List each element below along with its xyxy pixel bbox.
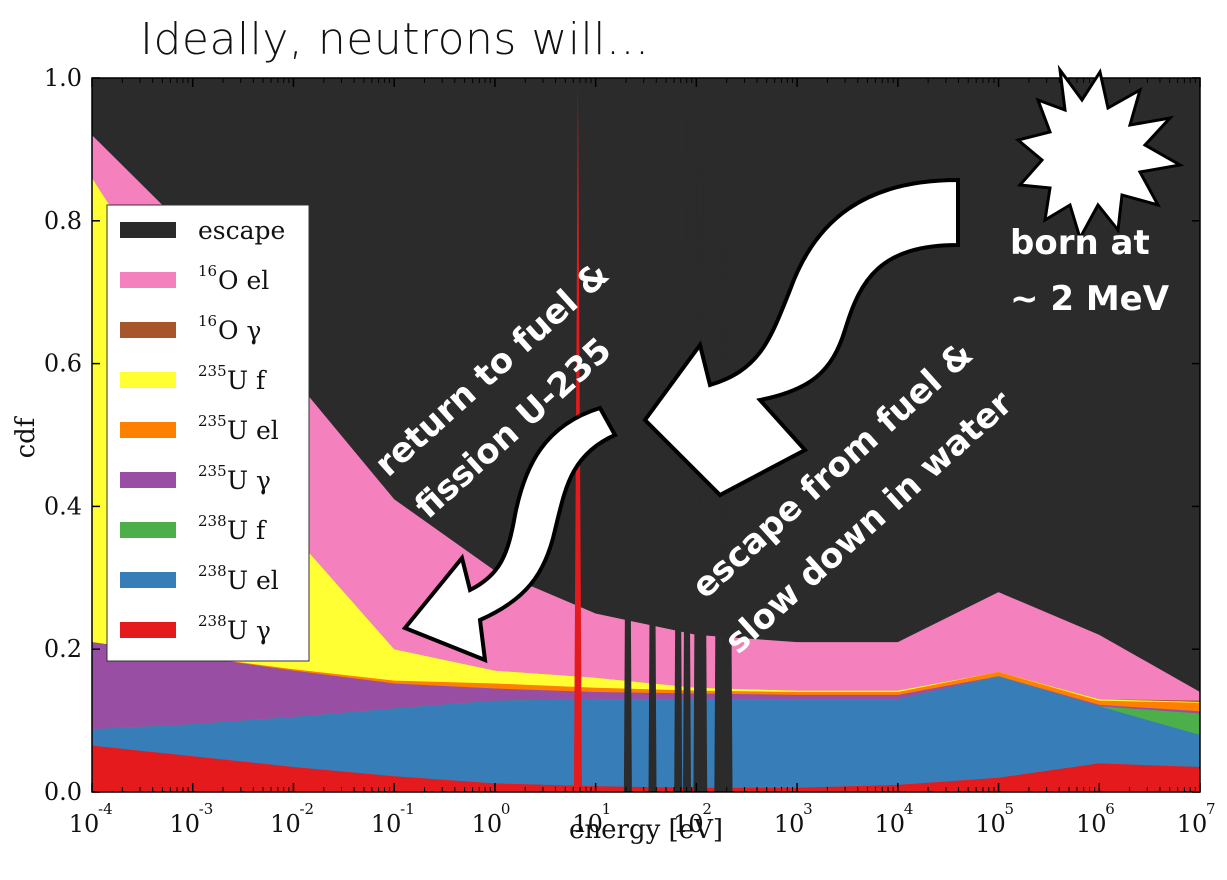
x-tick-label: 10	[69, 810, 100, 838]
legend-swatch	[120, 322, 176, 338]
starburst-icon	[1014, 64, 1185, 242]
area-u235-f	[92, 178, 1200, 792]
legend-swatch	[120, 522, 176, 538]
x-tick-label: 10	[673, 810, 704, 838]
x-tick-label: 10	[169, 810, 200, 838]
resonance-peak	[648, 92, 657, 792]
x-tick-exponent: 4	[904, 800, 914, 818]
y-axis-ticks: 0.0 0.2 0.4 0.6 0.8 1.0	[44, 64, 1200, 806]
x-tick-exponent: -1	[400, 800, 415, 818]
return-arrow-shape	[401, 405, 618, 664]
x-tick-exponent: -4	[98, 800, 113, 818]
x-tick-label: 10	[371, 810, 402, 838]
x-tick-exponent: 6	[1105, 800, 1115, 818]
legend-superscript: 235	[198, 462, 227, 480]
legend-swatch	[120, 422, 176, 438]
y-tick-label: 1.0	[44, 64, 82, 92]
x-tick-label: 10	[572, 810, 603, 838]
legend-label: U el	[227, 566, 279, 595]
legend-swatch	[120, 472, 176, 488]
area-u238-el	[92, 676, 1200, 792]
x-tick-exponent: 1	[602, 800, 612, 818]
legend-superscript: 235	[198, 362, 227, 380]
born-text-line1: born at	[1010, 223, 1150, 263]
x-tick-exponent: -2	[299, 800, 314, 818]
x-tick-label: 10	[774, 810, 805, 838]
legend-label: O γ	[218, 316, 261, 345]
legend-label: U γ	[227, 466, 271, 495]
x-tick-label: 10	[472, 810, 503, 838]
legend-superscript: 16	[198, 312, 217, 330]
x-tick-label: 10	[1076, 810, 1107, 838]
x-tick-label: 10	[270, 810, 301, 838]
y-axis-label: cdf	[11, 415, 41, 458]
legend-swatch	[120, 272, 176, 288]
x-tick-exponent: 5	[1005, 800, 1015, 818]
legend-label: escape	[198, 216, 285, 245]
legend-label: O el	[218, 266, 269, 295]
y-tick-label: 0.0	[44, 778, 82, 806]
y-tick-label: 0.8	[44, 207, 82, 235]
x-tick-label: 10	[1177, 810, 1208, 838]
legend-swatch	[120, 372, 176, 388]
legend-label: U el	[227, 416, 279, 445]
x-tick-exponent: 0	[501, 800, 511, 818]
legend-superscript: 238	[198, 612, 227, 630]
legend-swatch	[120, 572, 176, 588]
area-u238-gamma	[92, 745, 1200, 792]
legend-label: U f	[227, 516, 267, 545]
y-tick-label: 0.6	[44, 350, 82, 378]
plot-frame	[91, 77, 1201, 793]
x-axis-label: energy [eV]	[569, 815, 723, 845]
escape-arrow-shape	[642, 177, 960, 498]
legend-swatch	[120, 222, 176, 238]
x-tick-label: 10	[875, 810, 906, 838]
x-tick-exponent: 2	[702, 800, 712, 818]
legend-swatch	[120, 622, 176, 638]
y-tick-label: 0.2	[44, 635, 82, 663]
legend-superscript: 235	[198, 412, 227, 430]
x-tick-exponent: 3	[803, 800, 813, 818]
resonance-peak	[623, 92, 632, 792]
legend-label: U f	[227, 366, 267, 395]
y-tick-label: 0.4	[44, 492, 82, 520]
legend-superscript: 16	[198, 262, 217, 280]
slide-title: Ideally, neutrons will...	[140, 14, 650, 65]
stacked-areas	[92, 78, 1200, 792]
x-tick-exponent: 7	[1206, 800, 1216, 818]
x-tick-exponent: -3	[199, 800, 214, 818]
legend-superscript: 238	[198, 562, 227, 580]
legend-superscript: 238	[198, 512, 227, 530]
born-text-line2: ~ 2 MeV	[1010, 279, 1170, 319]
legend-label: U γ	[227, 616, 271, 645]
x-tick-label: 10	[975, 810, 1006, 838]
